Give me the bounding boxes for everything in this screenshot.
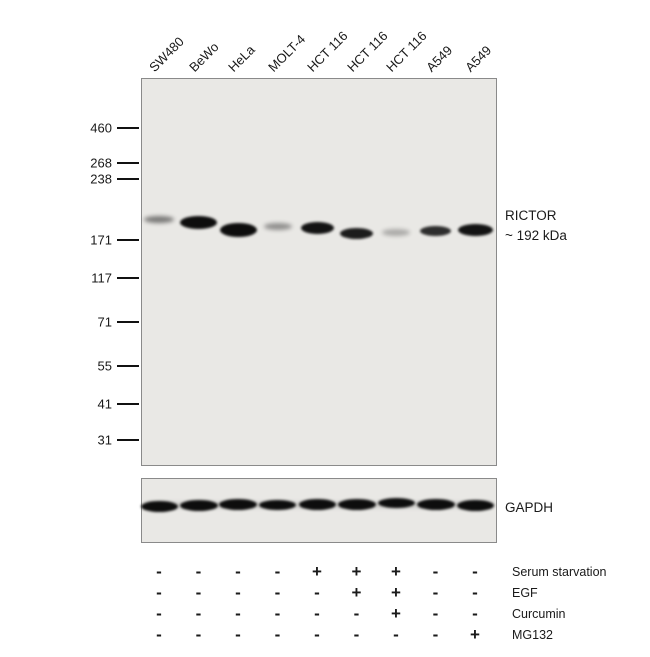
treatment-symbol: - — [314, 604, 320, 623]
rictor-band — [180, 215, 217, 229]
gapdh-band — [456, 499, 494, 511]
treatment-symbol: - — [235, 604, 241, 623]
treatment-symbol: - — [432, 583, 439, 602]
treatment-symbol: + — [351, 562, 362, 581]
treatment-symbol: - — [274, 562, 281, 581]
mw-marker-tick — [117, 178, 139, 180]
treatment-symbol: - — [274, 583, 281, 602]
treatment-symbol: - — [353, 625, 360, 644]
treatment-symbol: - — [472, 583, 478, 602]
mw-marker-label: 71 — [97, 314, 112, 330]
mw-marker-label: 41 — [97, 396, 112, 412]
rictor-band — [263, 222, 292, 230]
gapdh-band — [219, 498, 257, 510]
treatment-name: Serum starvation — [512, 565, 607, 579]
loading-control-label: GAPDH — [505, 500, 554, 515]
lane-label: SW480 — [146, 33, 187, 75]
lane-label: A549 — [462, 42, 495, 75]
treatment-symbol: - — [195, 562, 202, 581]
mw-marker-tick — [117, 403, 139, 405]
mw-marker-label: 460 — [90, 120, 112, 136]
gapdh-band — [337, 498, 376, 510]
treatment-symbol: - — [235, 562, 241, 581]
treatment-name: Curcumin — [512, 607, 566, 621]
lane-label: HCT 116 — [343, 28, 391, 75]
treatment-symbol: - — [432, 604, 439, 623]
lane-label: HCT 116 — [304, 28, 351, 75]
mw-marker-tick — [117, 321, 139, 323]
treatment-symbol: + — [351, 583, 362, 602]
lane-label: MOLT-4 — [264, 31, 308, 75]
rictor-band — [420, 226, 451, 236]
lane-label: BeWo — [185, 39, 222, 75]
treatment-symbol: - — [393, 625, 399, 644]
rictor-band — [300, 222, 334, 234]
lane-label: HeLa — [225, 42, 258, 75]
mw-marker-label: 31 — [97, 432, 112, 448]
treatment-symbol: + — [470, 625, 480, 644]
mw-marker-tick — [117, 277, 139, 279]
rictor-blot-panel — [141, 78, 497, 466]
treatment-symbol: - — [156, 583, 162, 602]
gapdh-band — [416, 498, 455, 510]
rictor-band — [340, 227, 373, 239]
mw-marker-tick — [117, 239, 139, 241]
mw-marker-label: 238 — [90, 171, 112, 187]
treatment-symbol: - — [195, 583, 202, 602]
mw-marker-tick — [117, 439, 139, 441]
treatment-symbol: - — [472, 604, 478, 623]
treatment-symbol: - — [353, 604, 360, 623]
treatment-name: EGF — [512, 586, 538, 600]
treatment-symbol: - — [156, 604, 162, 623]
rictor-band — [219, 223, 257, 237]
treatment-symbol: - — [156, 625, 162, 644]
treatment-symbol: - — [432, 562, 439, 581]
treatment-symbol: - — [156, 562, 162, 581]
treatment-symbol: - — [274, 604, 281, 623]
treatment-symbol: + — [391, 583, 401, 602]
target-protein-mw: ~ 192 kDa — [505, 228, 567, 244]
mw-marker-label: 268 — [90, 155, 112, 171]
treatment-symbol: + — [391, 604, 401, 623]
treatment-symbol: - — [314, 583, 320, 602]
target-protein-name: RICTOR — [505, 208, 557, 223]
lane-label: HCT 116 — [383, 28, 430, 75]
treatment-symbol: - — [235, 625, 241, 644]
mw-marker-label: 117 — [91, 270, 112, 286]
treatment-symbol: + — [391, 562, 401, 581]
treatment-name: MG132 — [512, 628, 553, 642]
gapdh-blot-panel — [141, 478, 497, 543]
gapdh-band — [259, 500, 296, 510]
mw-marker-tick — [117, 162, 139, 164]
rictor-band — [382, 228, 410, 236]
lane-label: A549 — [422, 42, 455, 75]
target-protein-label: RICTOR ~ 192 kDa — [505, 206, 567, 247]
treatment-symbol: - — [195, 604, 202, 623]
treatment-symbol: - — [195, 625, 202, 644]
gapdh-band — [179, 499, 218, 511]
mw-marker-tick — [117, 127, 139, 129]
treatment-symbol: - — [432, 625, 439, 644]
gapdh-band — [140, 500, 178, 512]
rictor-band — [457, 224, 493, 236]
gapdh-band — [377, 498, 415, 508]
mw-marker-label: 55 — [97, 358, 112, 374]
mw-marker-tick — [117, 365, 139, 367]
treatment-symbol: - — [314, 625, 320, 644]
treatment-symbol: + — [312, 562, 322, 581]
treatment-symbol: - — [274, 625, 281, 644]
gapdh-band — [298, 498, 336, 510]
treatment-symbol: - — [472, 562, 478, 581]
treatment-symbol: - — [235, 583, 241, 602]
mw-marker-label: 171 — [90, 232, 112, 248]
rictor-band — [144, 215, 174, 223]
